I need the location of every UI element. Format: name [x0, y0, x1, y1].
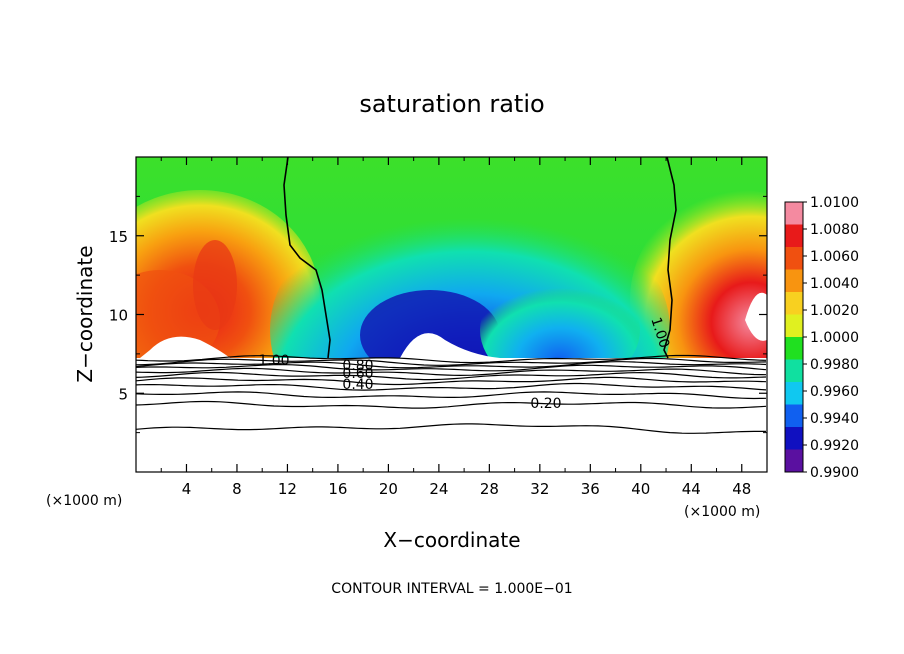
- colorbar-swatch: [785, 292, 803, 315]
- contour-line: [135, 423, 766, 434]
- x-tick-label: 8: [232, 480, 242, 498]
- x-unit-right: (×1000 m): [684, 504, 760, 520]
- x-tick-label: 36: [581, 480, 600, 498]
- contour-label: 0.60: [342, 366, 373, 382]
- y-tick-label: 5: [118, 385, 128, 403]
- contour-label: 0.40: [342, 377, 373, 393]
- colorbar-swatch: [785, 269, 803, 293]
- contour-line: [135, 391, 767, 400]
- colorbar-label: 0.9960: [810, 384, 859, 400]
- contour-line: [135, 400, 767, 409]
- colorbar-label: 1.0080: [810, 222, 859, 238]
- x-tick-label: 28: [480, 480, 499, 498]
- y-tick-label: 10: [109, 307, 128, 325]
- colorbar-swatch: [785, 404, 803, 428]
- colorbar-swatch: [785, 449, 803, 473]
- contour-interval-text: CONTOUR INTERVAL = 1.000E−01: [331, 581, 572, 597]
- contour-line: [135, 376, 767, 386]
- x-axis-label: X−coordinate: [383, 528, 520, 552]
- colorbar-swatch: [785, 382, 803, 405]
- colorbar-swatch: [785, 314, 803, 338]
- colorbar-label: 0.9900: [810, 465, 859, 481]
- colorbar-swatch: [785, 224, 803, 248]
- x-axis: 4 8 12 16 20 24 28 32 36 40 44 48: [160, 157, 751, 498]
- colorbar-label: 1.0040: [810, 276, 859, 292]
- x-tick-label: 20: [379, 480, 398, 498]
- x-tick-label: 32: [530, 480, 549, 498]
- contour-1.00-left: [283, 156, 331, 359]
- x-tick-label: 48: [732, 480, 751, 498]
- y-axis: 5 10 15: [109, 195, 767, 434]
- colorbar: 1.0100 1.0080 1.0060 1.0040 1.0020 1.0000 0.99…: [784, 195, 859, 481]
- x-tick-label: 4: [182, 480, 192, 498]
- colorbar-label: 1.0060: [810, 249, 859, 265]
- colorbar-swatch: [785, 427, 803, 450]
- x-tick-label: 16: [328, 480, 347, 498]
- colorbar-swatch: [785, 202, 803, 225]
- colorbar-swatch: [785, 337, 803, 360]
- subsaturated-region: [136, 358, 767, 472]
- colorbar-label: 0.9980: [810, 357, 859, 373]
- x-tick-label: 44: [682, 480, 701, 498]
- x-tick-label: 12: [278, 480, 297, 498]
- x-tick-label: 40: [631, 480, 650, 498]
- contour-label: 0.80: [342, 358, 373, 374]
- contour-line: [135, 357, 767, 366]
- colorbar-label: 1.0100: [810, 195, 859, 211]
- contour-label: 1.00: [258, 353, 289, 369]
- contour-line: [135, 367, 767, 377]
- contour-line: [135, 371, 767, 381]
- y-axis-label: Z−coordinate: [73, 245, 97, 382]
- contour-line: [135, 361, 767, 369]
- saturation-field: [136, 157, 767, 358]
- colorbar-label: 0.9920: [810, 438, 859, 454]
- contour-line: [135, 354, 767, 364]
- contour-line: [135, 363, 767, 372]
- contour-1.00-right: [663, 156, 677, 359]
- colorbar-label: 1.0000: [810, 330, 859, 346]
- contour-line: [135, 382, 767, 391]
- y-tick-label: 15: [109, 228, 128, 246]
- x-unit-left: (×1000 m): [46, 493, 122, 509]
- chart-title: saturation ratio: [359, 90, 544, 118]
- contour-label: 0.20: [530, 396, 561, 412]
- colorbar-label: 0.9940: [810, 411, 859, 427]
- colorbar-swatch: [785, 359, 803, 383]
- colorbar-label: 1.0020: [810, 303, 859, 319]
- x-tick-label: 24: [429, 480, 448, 498]
- contour-lines: [135, 354, 767, 434]
- colorbar-swatch: [785, 247, 803, 270]
